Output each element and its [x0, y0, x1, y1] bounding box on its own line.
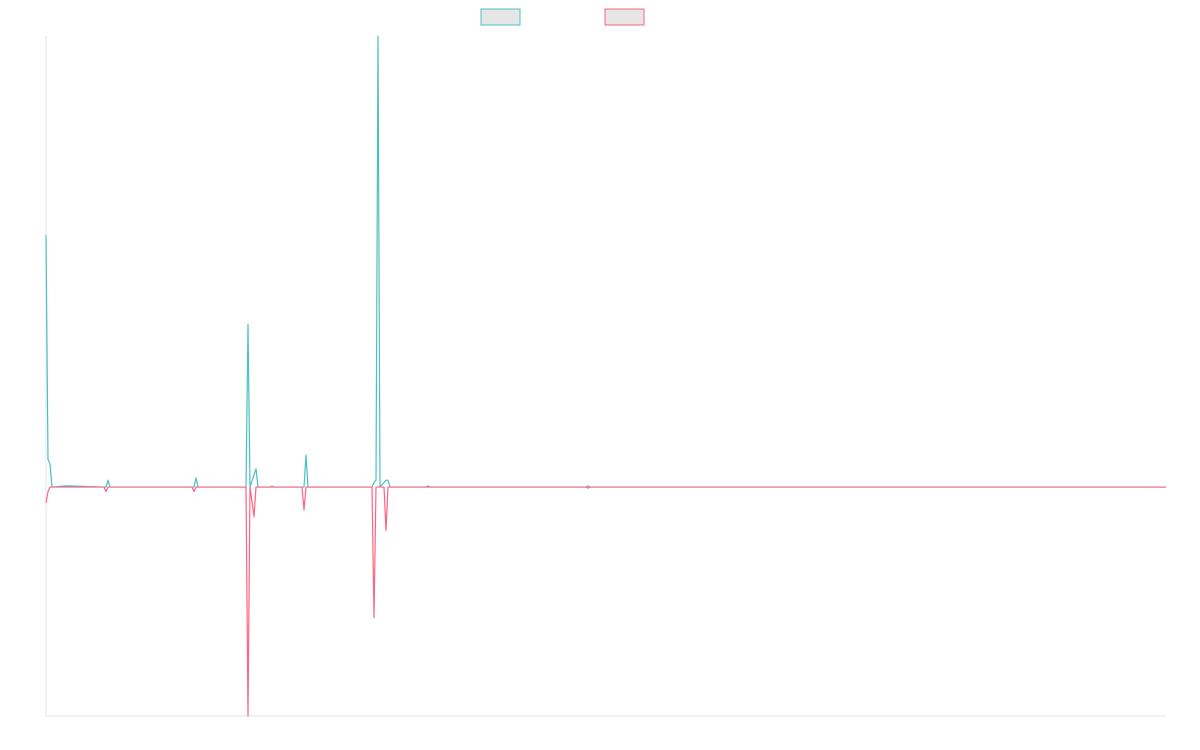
legend-swatch-2[interactable]: [604, 8, 645, 26]
series-line-1: [45, 35, 1166, 488]
series-layer: [45, 35, 1166, 717]
legend-swatch-1[interactable]: [480, 8, 521, 26]
legend: [480, 8, 645, 26]
series-line-2: [45, 486, 1166, 717]
axes: [45, 36, 1166, 717]
